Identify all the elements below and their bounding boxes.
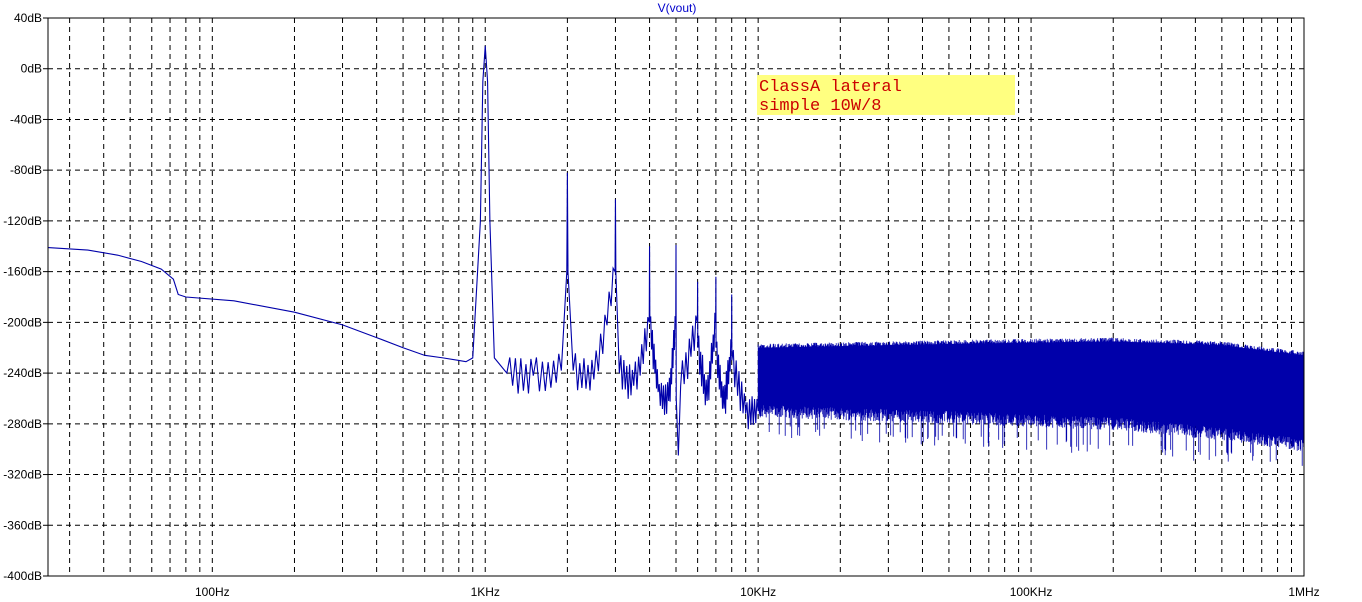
y-tick-label: 40dB [14, 11, 42, 25]
y-tick-label: -160dB [3, 265, 42, 279]
grid [43, 17, 1304, 577]
plot-frame [47, 17, 1305, 577]
x-tick-label: 10KHz [740, 585, 776, 599]
x-tick-label: 1MHz [1288, 585, 1319, 599]
y-tick-label: -400dB [3, 569, 42, 583]
y-tick-label: -280dB [3, 417, 42, 431]
x-tick-label: 100KHz [1010, 585, 1053, 599]
noise-band-core [758, 341, 1304, 437]
y-tick-label: -80dB [10, 163, 42, 177]
annotation-box: ClassA lateral simple 10W/8 [757, 75, 1015, 116]
series-line [47, 45, 759, 456]
x-axis-labels: 100Hz 1KHz 10KHz 100KHz 1MHz [195, 585, 1320, 599]
y-tick-label: -40dB [10, 112, 42, 126]
y-tick-label: -320dB [3, 468, 42, 482]
annotation-line-2: simple 10W/8 [759, 97, 881, 116]
traces [47, 45, 1305, 466]
y-tick-label: -240dB [3, 366, 42, 380]
y-tick-label: -360dB [3, 518, 42, 532]
y-axis-labels: 40dB 0dB -40dB -80dB -120dB -160dB -200dB -240d… [3, 11, 42, 583]
y-tick-label: 0dB [21, 62, 42, 76]
annotation-background [757, 75, 1015, 115]
annotation-line-1: ClassA lateral [759, 78, 902, 97]
y-tick-label: -200dB [3, 315, 42, 329]
x-tick-label: 100Hz [195, 585, 230, 599]
x-tick-label: 1KHz [471, 585, 500, 599]
chart-title: V(vout) [658, 1, 697, 15]
y-tick-label: -120dB [3, 214, 42, 228]
